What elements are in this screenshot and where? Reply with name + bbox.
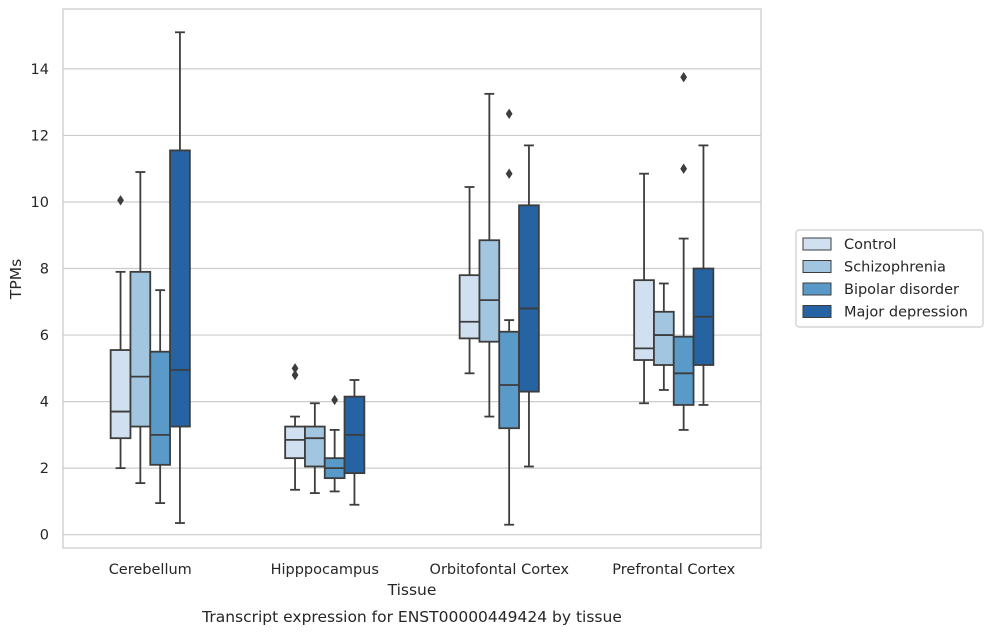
box	[169, 149, 191, 428]
legend-label: Bipolar disorder	[844, 282, 959, 298]
legend-swatch	[802, 282, 832, 296]
chart-caption: Transcript expression for ENST0000044942…	[201, 608, 622, 626]
x-tick-labels: Cerebellum Hipppocampus Orbitofontal Corte…	[109, 562, 736, 578]
y-tick-label: 2	[40, 461, 49, 477]
x-tick-label: Hipppocampus	[271, 562, 379, 578]
outlier-point	[505, 108, 513, 120]
plot-area	[63, 9, 761, 548]
box	[653, 310, 675, 366]
box	[109, 349, 132, 440]
outlier-point	[505, 168, 513, 179]
box	[129, 270, 152, 428]
box	[284, 425, 306, 460]
box	[149, 350, 171, 466]
y-tick-label: 0	[40, 528, 49, 544]
outlier-point	[680, 163, 688, 174]
legend-swatch	[802, 305, 832, 318]
box	[498, 330, 520, 430]
box	[672, 335, 695, 406]
x-axis-label: Tissue	[387, 581, 437, 599]
x-tick-label: Cerebellum	[109, 562, 192, 578]
y-tick-label: 10	[31, 195, 49, 211]
x-tick-label: Prefrontal Cortex	[612, 562, 735, 578]
box	[304, 425, 326, 468]
y-tick-label: 4	[40, 395, 49, 411]
y-tick-label: 8	[40, 262, 49, 278]
legend-label: Control	[844, 237, 896, 253]
y-tick-labels: 0 2 4 6 8 10 12 14	[31, 62, 49, 544]
outlier-point	[291, 369, 299, 381]
box-groups	[109, 31, 715, 526]
x-tick-label: Orbitofontal Cortex	[430, 562, 570, 578]
legend: Control Schizophrenia Bipolar disorder Majo…	[795, 229, 984, 328]
plot-frame	[62, 8, 762, 549]
box	[478, 239, 501, 343]
box	[458, 274, 481, 340]
y-tick-label: 12	[31, 128, 49, 144]
legend-swatch	[802, 260, 832, 273]
box	[518, 204, 540, 393]
legend-label: Schizophrenia	[844, 260, 946, 276]
outlier-point	[117, 195, 124, 206]
legend-label: Major depression	[844, 305, 968, 321]
outlier-point	[680, 72, 688, 83]
legend-swatch	[802, 237, 832, 251]
legend-frame	[795, 229, 984, 328]
series-major-depression	[169, 31, 715, 524]
y-tick-label: 6	[40, 328, 49, 344]
y-axis-label: TPMs	[7, 259, 25, 300]
outlier-point	[331, 394, 339, 406]
series-schizophrenia	[129, 92, 675, 495]
series-control	[109, 172, 655, 491]
y-tick-label: 14	[31, 62, 49, 78]
outlier-point	[291, 363, 299, 374]
series-bipolar-disorder	[149, 72, 695, 526]
